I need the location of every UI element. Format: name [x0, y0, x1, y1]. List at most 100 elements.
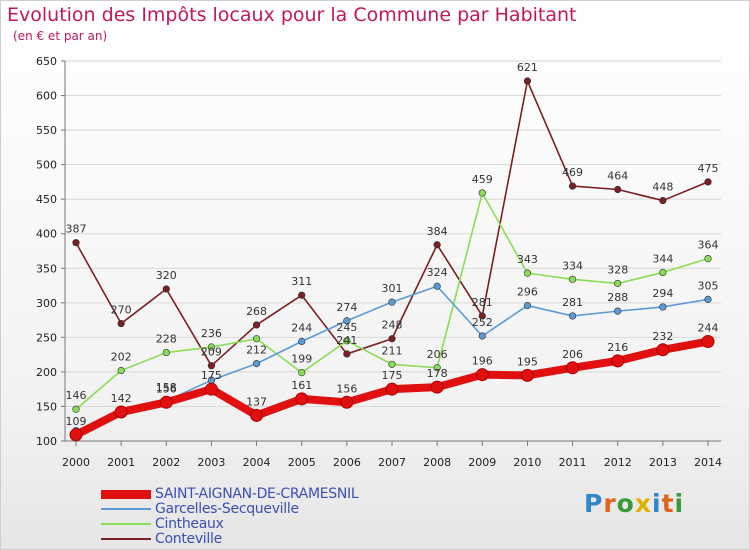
data-point — [252, 360, 261, 368]
data-point — [343, 350, 351, 358]
data-label: 137 — [246, 395, 267, 408]
data-point — [656, 343, 670, 357]
data-label: 274 — [336, 301, 357, 314]
data-label: 252 — [472, 316, 493, 329]
data-point — [523, 77, 532, 85]
legend-swatch — [101, 538, 151, 540]
data-point — [704, 295, 712, 303]
y-tick-label: 450 — [36, 193, 57, 206]
y-tick-label: 600 — [36, 90, 57, 103]
data-label: 156 — [336, 382, 357, 395]
data-label: 475 — [698, 162, 719, 175]
legend-swatch — [101, 489, 151, 499]
legend-label: Garcelles-Secqueville — [155, 501, 299, 517]
data-label: 156 — [156, 382, 177, 395]
legend-item-conteville: Conteville — [101, 531, 222, 547]
data-label: 387 — [66, 223, 87, 236]
data-point — [295, 392, 309, 406]
y-tick-label: 650 — [36, 55, 57, 68]
data-point — [252, 321, 261, 329]
legend-item-saint-aignan: SAINT-AIGNAN-DE-CRAMESNIL — [101, 486, 359, 502]
y-tick-label: 150 — [36, 400, 57, 413]
data-label: 206 — [562, 348, 583, 361]
y-tick-label: 300 — [36, 297, 57, 310]
data-point — [614, 185, 622, 194]
x-tick-label: 2008 — [423, 456, 451, 469]
data-point — [478, 312, 486, 320]
legend-label: Conteville — [155, 531, 222, 547]
data-point — [430, 380, 444, 394]
proxiti-logo: Proxiti — [584, 489, 684, 518]
logo-letter: i — [674, 489, 685, 518]
axes — [64, 61, 721, 442]
data-point — [252, 335, 261, 343]
data-point — [433, 364, 441, 372]
data-label: 311 — [291, 275, 312, 288]
data-label: 175 — [201, 369, 222, 382]
y-tick-label: 350 — [36, 262, 57, 275]
data-point — [611, 354, 625, 368]
data-point — [298, 291, 306, 299]
y-tick-label: 100 — [36, 435, 57, 448]
grid-lines — [61, 60, 721, 442]
data-label: 621 — [517, 61, 538, 74]
x-tick-label: 2014 — [694, 456, 722, 469]
data-label: 268 — [246, 305, 267, 318]
legend-swatch — [101, 523, 151, 525]
legend-label: SAINT-AIGNAN-DE-CRAMESNIL — [155, 486, 359, 502]
x-tick-label: 2006 — [333, 456, 361, 469]
legend-label: Cintheaux — [155, 516, 224, 532]
x-tick-label: 2003 — [197, 456, 225, 469]
x-tick-label: 2007 — [378, 456, 406, 469]
data-point — [568, 182, 577, 190]
x-tick-label: 2011 — [559, 456, 587, 469]
data-point — [520, 368, 534, 382]
chart-title: Evolution des Impôts locaux pour la Comm… — [7, 4, 577, 26]
data-point — [704, 178, 712, 186]
data-point — [298, 337, 306, 346]
data-label: 296 — [517, 286, 538, 299]
x-tick-label: 2001 — [107, 456, 135, 469]
data-label: 384 — [427, 225, 448, 238]
data-label: 178 — [427, 367, 448, 380]
data-labels: 109 142 156 175 137 161 156 175 178 196 195 206 216 2… — [66, 61, 719, 428]
data-point — [388, 335, 396, 343]
data-point — [388, 360, 396, 368]
data-label: 206 — [427, 348, 448, 361]
data-label: 232 — [652, 330, 673, 343]
y-tick-label: 200 — [36, 366, 57, 379]
data-label: 305 — [698, 279, 719, 292]
logo-letter: t — [661, 489, 675, 518]
y-tick-label: 400 — [36, 228, 57, 241]
data-label: 248 — [382, 319, 403, 332]
data-point — [72, 239, 80, 247]
data-label: 281 — [472, 296, 493, 309]
data-label: 448 — [652, 181, 673, 194]
data-point — [250, 408, 264, 422]
data-point — [114, 405, 128, 419]
data-label: 245 — [336, 321, 357, 334]
data-point — [475, 368, 489, 382]
data-point — [478, 189, 486, 197]
data-point — [523, 301, 532, 310]
x-tick-label: 2013 — [649, 456, 677, 469]
data-label: 464 — [607, 170, 628, 183]
chart-subtitle: (en € et par an) — [13, 29, 108, 43]
logo-letter: r — [603, 489, 617, 518]
data-point — [69, 428, 83, 442]
data-label: 320 — [156, 269, 177, 282]
data-point — [162, 348, 170, 357]
x-tick-label: 2009 — [468, 456, 496, 469]
y-tick-label: 250 — [36, 331, 57, 344]
data-label: 142 — [111, 392, 132, 405]
data-label: 212 — [246, 344, 267, 357]
x-tick-labels: 2000 2001 2002 2003 2004 2005 2006 2007 2008 2009… — [62, 441, 722, 469]
data-point — [343, 317, 351, 325]
data-label: 211 — [382, 344, 403, 357]
data-label: 281 — [562, 296, 583, 309]
y-tick-label: 500 — [36, 159, 57, 172]
data-label: 324 — [427, 266, 448, 279]
data-point — [659, 303, 667, 311]
